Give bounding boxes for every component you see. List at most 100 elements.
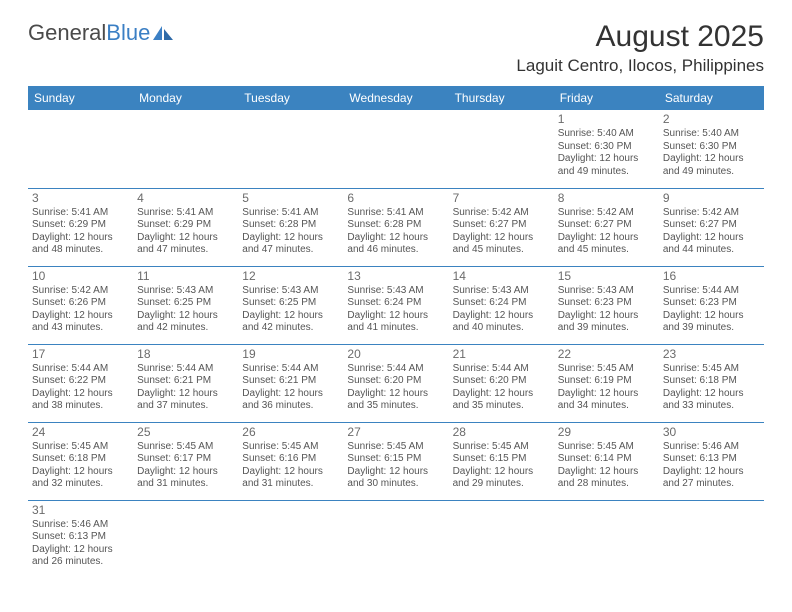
day-detail: Sunset: 6:18 PM: [663, 375, 760, 388]
day-detail: Sunset: 6:15 PM: [453, 453, 550, 466]
calendar-cell: [343, 110, 448, 188]
day-detail: Sunrise: 5:45 AM: [558, 363, 655, 376]
day-detail: Sunset: 6:20 PM: [347, 375, 444, 388]
day-number: 11: [137, 269, 234, 284]
day-detail: Sunrise: 5:44 AM: [242, 363, 339, 376]
day-detail: Daylight: 12 hours: [347, 466, 444, 479]
calendar-week-row: 10Sunrise: 5:42 AMSunset: 6:26 PMDayligh…: [28, 266, 764, 344]
calendar-table: Sunday Monday Tuesday Wednesday Thursday…: [28, 86, 764, 578]
day-detail: Daylight: 12 hours: [558, 232, 655, 245]
day-detail: and 31 minutes.: [242, 478, 339, 491]
day-detail: Daylight: 12 hours: [453, 388, 550, 401]
day-detail: Sunrise: 5:41 AM: [347, 207, 444, 220]
calendar-cell: 24Sunrise: 5:45 AMSunset: 6:18 PMDayligh…: [28, 422, 133, 500]
day-detail: Sunset: 6:27 PM: [558, 219, 655, 232]
calendar-cell: [343, 500, 448, 578]
day-detail: Sunrise: 5:46 AM: [32, 519, 129, 532]
calendar-cell: [659, 500, 764, 578]
day-detail: Daylight: 12 hours: [347, 388, 444, 401]
day-detail: Sunrise: 5:45 AM: [137, 441, 234, 454]
day-detail: Sunrise: 5:43 AM: [453, 285, 550, 298]
day-detail: Sunset: 6:24 PM: [347, 297, 444, 310]
day-detail: Daylight: 12 hours: [558, 153, 655, 166]
day-detail: Sunrise: 5:43 AM: [242, 285, 339, 298]
calendar-cell: [133, 500, 238, 578]
day-detail: Sunset: 6:21 PM: [242, 375, 339, 388]
day-detail: and 45 minutes.: [558, 244, 655, 257]
day-detail: and 42 minutes.: [242, 322, 339, 335]
day-detail: Sunrise: 5:40 AM: [558, 128, 655, 141]
day-detail: Daylight: 12 hours: [453, 466, 550, 479]
day-detail: and 37 minutes.: [137, 400, 234, 413]
day-header: Wednesday: [343, 86, 448, 110]
day-number: 26: [242, 425, 339, 440]
day-number: 30: [663, 425, 760, 440]
day-number: 17: [32, 347, 129, 362]
day-detail: Daylight: 12 hours: [663, 466, 760, 479]
day-detail: and 35 minutes.: [347, 400, 444, 413]
day-header: Friday: [554, 86, 659, 110]
calendar-cell: 28Sunrise: 5:45 AMSunset: 6:15 PMDayligh…: [449, 422, 554, 500]
day-detail: Daylight: 12 hours: [663, 232, 760, 245]
day-number: 25: [137, 425, 234, 440]
location-text: Laguit Centro, Ilocos, Philippines: [516, 56, 764, 76]
day-detail: Sunset: 6:15 PM: [347, 453, 444, 466]
day-detail: Sunrise: 5:45 AM: [242, 441, 339, 454]
day-detail: Daylight: 12 hours: [663, 310, 760, 323]
day-detail: Daylight: 12 hours: [663, 153, 760, 166]
day-detail: Sunset: 6:13 PM: [663, 453, 760, 466]
day-detail: and 39 minutes.: [663, 322, 760, 335]
day-detail: Sunrise: 5:43 AM: [137, 285, 234, 298]
day-detail: Sunset: 6:26 PM: [32, 297, 129, 310]
calendar-week-row: 17Sunrise: 5:44 AMSunset: 6:22 PMDayligh…: [28, 344, 764, 422]
day-detail: and 45 minutes.: [453, 244, 550, 257]
calendar-cell: 18Sunrise: 5:44 AMSunset: 6:21 PMDayligh…: [133, 344, 238, 422]
calendar-cell: 20Sunrise: 5:44 AMSunset: 6:20 PMDayligh…: [343, 344, 448, 422]
day-number: 4: [137, 191, 234, 206]
day-number: 7: [453, 191, 550, 206]
day-detail: Daylight: 12 hours: [137, 388, 234, 401]
day-detail: Sunrise: 5:42 AM: [32, 285, 129, 298]
day-detail: Sunrise: 5:41 AM: [137, 207, 234, 220]
day-number: 12: [242, 269, 339, 284]
day-number: 20: [347, 347, 444, 362]
calendar-cell: 26Sunrise: 5:45 AMSunset: 6:16 PMDayligh…: [238, 422, 343, 500]
day-detail: Sunrise: 5:44 AM: [663, 285, 760, 298]
calendar-cell: 3Sunrise: 5:41 AMSunset: 6:29 PMDaylight…: [28, 188, 133, 266]
calendar-cell: 31Sunrise: 5:46 AMSunset: 6:13 PMDayligh…: [28, 500, 133, 578]
day-detail: Sunset: 6:21 PM: [137, 375, 234, 388]
calendar-cell: 14Sunrise: 5:43 AMSunset: 6:24 PMDayligh…: [449, 266, 554, 344]
day-detail: Sunrise: 5:44 AM: [32, 363, 129, 376]
day-detail: and 49 minutes.: [663, 166, 760, 179]
calendar-week-row: 24Sunrise: 5:45 AMSunset: 6:18 PMDayligh…: [28, 422, 764, 500]
day-detail: and 41 minutes.: [347, 322, 444, 335]
calendar-cell: 8Sunrise: 5:42 AMSunset: 6:27 PMDaylight…: [554, 188, 659, 266]
calendar-cell: [133, 110, 238, 188]
day-detail: Daylight: 12 hours: [242, 388, 339, 401]
day-detail: Daylight: 12 hours: [453, 310, 550, 323]
day-detail: Sunset: 6:29 PM: [32, 219, 129, 232]
day-detail: Daylight: 12 hours: [32, 466, 129, 479]
day-detail: Sunset: 6:13 PM: [32, 531, 129, 544]
day-number: 13: [347, 269, 444, 284]
day-detail: and 46 minutes.: [347, 244, 444, 257]
calendar-week-row: 1Sunrise: 5:40 AMSunset: 6:30 PMDaylight…: [28, 110, 764, 188]
calendar-week-row: 31Sunrise: 5:46 AMSunset: 6:13 PMDayligh…: [28, 500, 764, 578]
day-detail: Sunset: 6:29 PM: [137, 219, 234, 232]
day-number: 24: [32, 425, 129, 440]
day-detail: Daylight: 12 hours: [453, 232, 550, 245]
day-number: 1: [558, 112, 655, 127]
day-detail: Sunrise: 5:44 AM: [137, 363, 234, 376]
day-number: 2: [663, 112, 760, 127]
calendar-cell: [238, 500, 343, 578]
day-detail: Sunrise: 5:43 AM: [347, 285, 444, 298]
calendar-cell: 4Sunrise: 5:41 AMSunset: 6:29 PMDaylight…: [133, 188, 238, 266]
calendar-cell: 13Sunrise: 5:43 AMSunset: 6:24 PMDayligh…: [343, 266, 448, 344]
day-detail: Daylight: 12 hours: [32, 232, 129, 245]
day-detail: Daylight: 12 hours: [32, 388, 129, 401]
day-number: 28: [453, 425, 550, 440]
day-header: Thursday: [449, 86, 554, 110]
page-header: GeneralBlue August 2025 Laguit Centro, I…: [28, 20, 764, 76]
day-detail: and 38 minutes.: [32, 400, 129, 413]
day-detail: Sunrise: 5:42 AM: [453, 207, 550, 220]
